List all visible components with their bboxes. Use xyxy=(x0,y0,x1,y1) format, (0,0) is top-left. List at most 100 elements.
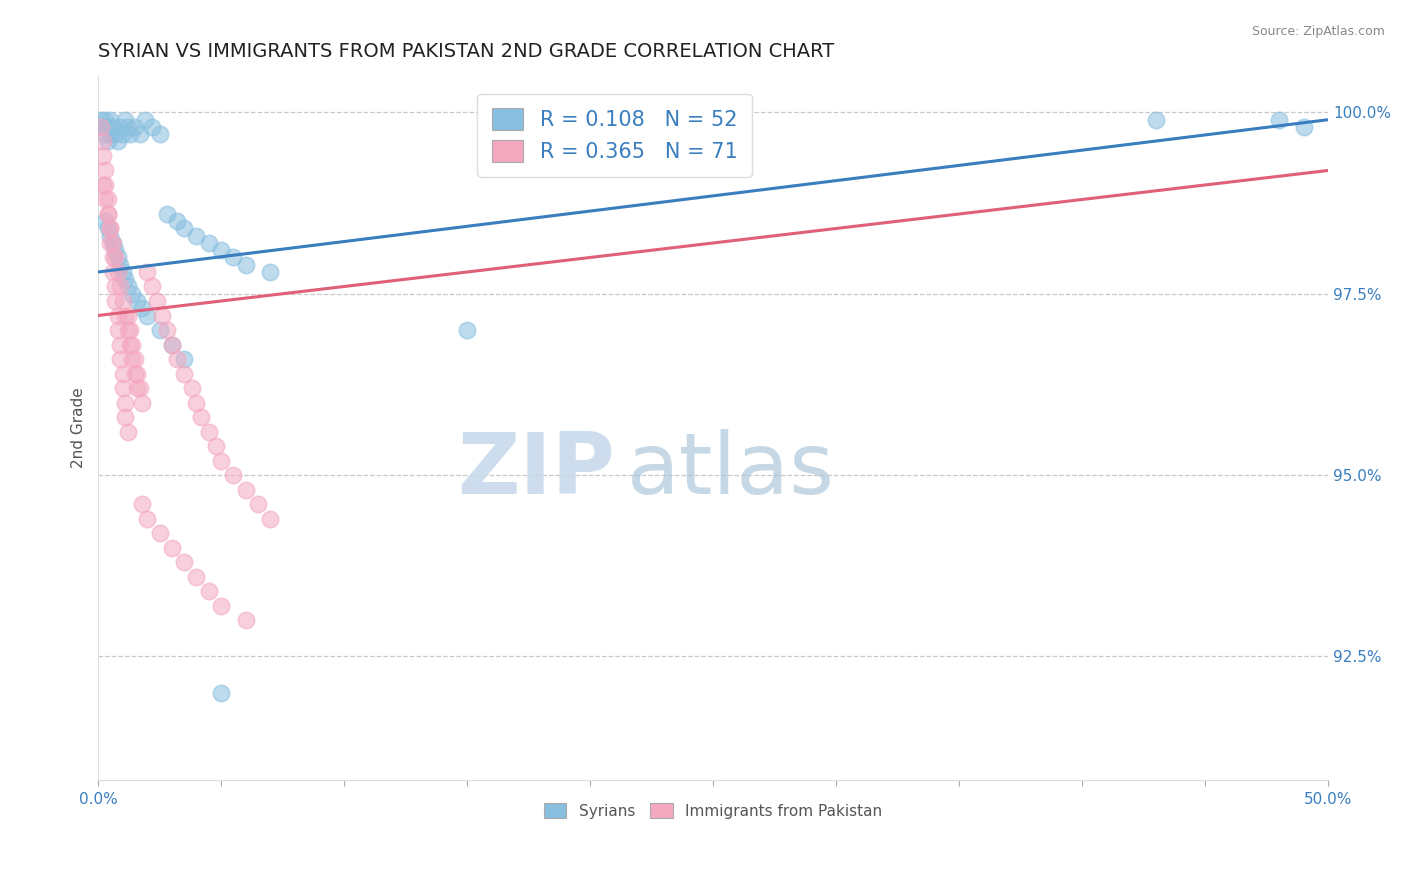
Point xyxy=(114,309,136,323)
Point xyxy=(108,351,131,366)
Point xyxy=(107,135,129,149)
Point xyxy=(108,337,131,351)
Point xyxy=(456,323,478,337)
Point xyxy=(1144,112,1167,127)
Point xyxy=(127,367,149,381)
Point xyxy=(148,526,170,541)
Point xyxy=(94,178,117,192)
Point xyxy=(89,112,111,127)
Point xyxy=(107,323,129,337)
Point xyxy=(104,251,127,265)
Point xyxy=(173,367,195,381)
Point xyxy=(118,337,141,351)
Point xyxy=(101,120,124,134)
Point xyxy=(94,112,117,127)
Point xyxy=(136,309,159,323)
Point xyxy=(173,351,195,366)
Point xyxy=(104,279,127,293)
Point xyxy=(117,425,139,439)
Point xyxy=(114,272,136,286)
Point xyxy=(117,120,139,134)
Point xyxy=(136,511,159,525)
Point xyxy=(1292,120,1315,134)
Point xyxy=(222,468,245,483)
Point xyxy=(114,395,136,409)
Point xyxy=(131,395,153,409)
Point xyxy=(186,228,208,243)
Point xyxy=(111,127,134,141)
Point xyxy=(98,235,121,250)
Point xyxy=(197,584,219,599)
Point xyxy=(91,149,114,163)
Text: Source: ZipAtlas.com: Source: ZipAtlas.com xyxy=(1251,25,1385,38)
Point xyxy=(259,511,281,525)
Point xyxy=(89,120,111,134)
Point xyxy=(209,685,232,699)
Point xyxy=(108,258,131,272)
Point xyxy=(1268,112,1291,127)
Point xyxy=(101,235,124,250)
Point xyxy=(104,244,127,258)
Point xyxy=(197,425,219,439)
Point xyxy=(124,120,146,134)
Point xyxy=(121,286,143,301)
Point xyxy=(222,251,245,265)
Point xyxy=(111,265,134,279)
Point xyxy=(156,323,179,337)
Point xyxy=(190,410,212,425)
Legend: Syrians, Immigrants from Pakistan: Syrians, Immigrants from Pakistan xyxy=(537,797,889,825)
Point xyxy=(124,367,146,381)
Point xyxy=(121,351,143,366)
Point xyxy=(108,279,131,293)
Point xyxy=(101,251,124,265)
Point xyxy=(94,163,117,178)
Point xyxy=(166,214,188,228)
Point xyxy=(111,367,134,381)
Point xyxy=(98,221,121,235)
Point xyxy=(98,228,121,243)
Point xyxy=(104,293,127,308)
Point xyxy=(91,178,114,192)
Point xyxy=(259,265,281,279)
Point xyxy=(209,599,232,613)
Point xyxy=(114,410,136,425)
Point xyxy=(127,381,149,395)
Point xyxy=(235,613,257,627)
Point xyxy=(186,569,208,583)
Point xyxy=(131,497,153,511)
Point xyxy=(111,381,134,395)
Point xyxy=(128,127,150,141)
Text: atlas: atlas xyxy=(627,429,835,512)
Point xyxy=(134,112,156,127)
Point xyxy=(173,555,195,569)
Point xyxy=(101,265,124,279)
Point xyxy=(114,112,136,127)
Point xyxy=(173,221,195,235)
Point xyxy=(209,453,232,467)
Point xyxy=(108,120,131,134)
Point xyxy=(160,337,183,351)
Point xyxy=(148,127,170,141)
Point xyxy=(118,127,141,141)
Point xyxy=(117,279,139,293)
Point xyxy=(186,395,208,409)
Point xyxy=(160,337,183,351)
Y-axis label: 2nd Grade: 2nd Grade xyxy=(72,387,86,468)
Point xyxy=(97,120,120,134)
Point xyxy=(97,193,120,207)
Point xyxy=(97,135,120,149)
Point xyxy=(101,235,124,250)
Point xyxy=(141,120,163,134)
Point xyxy=(246,497,269,511)
Point xyxy=(94,214,117,228)
Point xyxy=(104,127,127,141)
Point xyxy=(146,293,169,308)
Point xyxy=(148,323,170,337)
Point xyxy=(107,251,129,265)
Point xyxy=(91,135,114,149)
Point xyxy=(98,112,121,127)
Point xyxy=(97,207,120,221)
Point xyxy=(160,541,183,555)
Point xyxy=(180,381,202,395)
Point xyxy=(98,127,121,141)
